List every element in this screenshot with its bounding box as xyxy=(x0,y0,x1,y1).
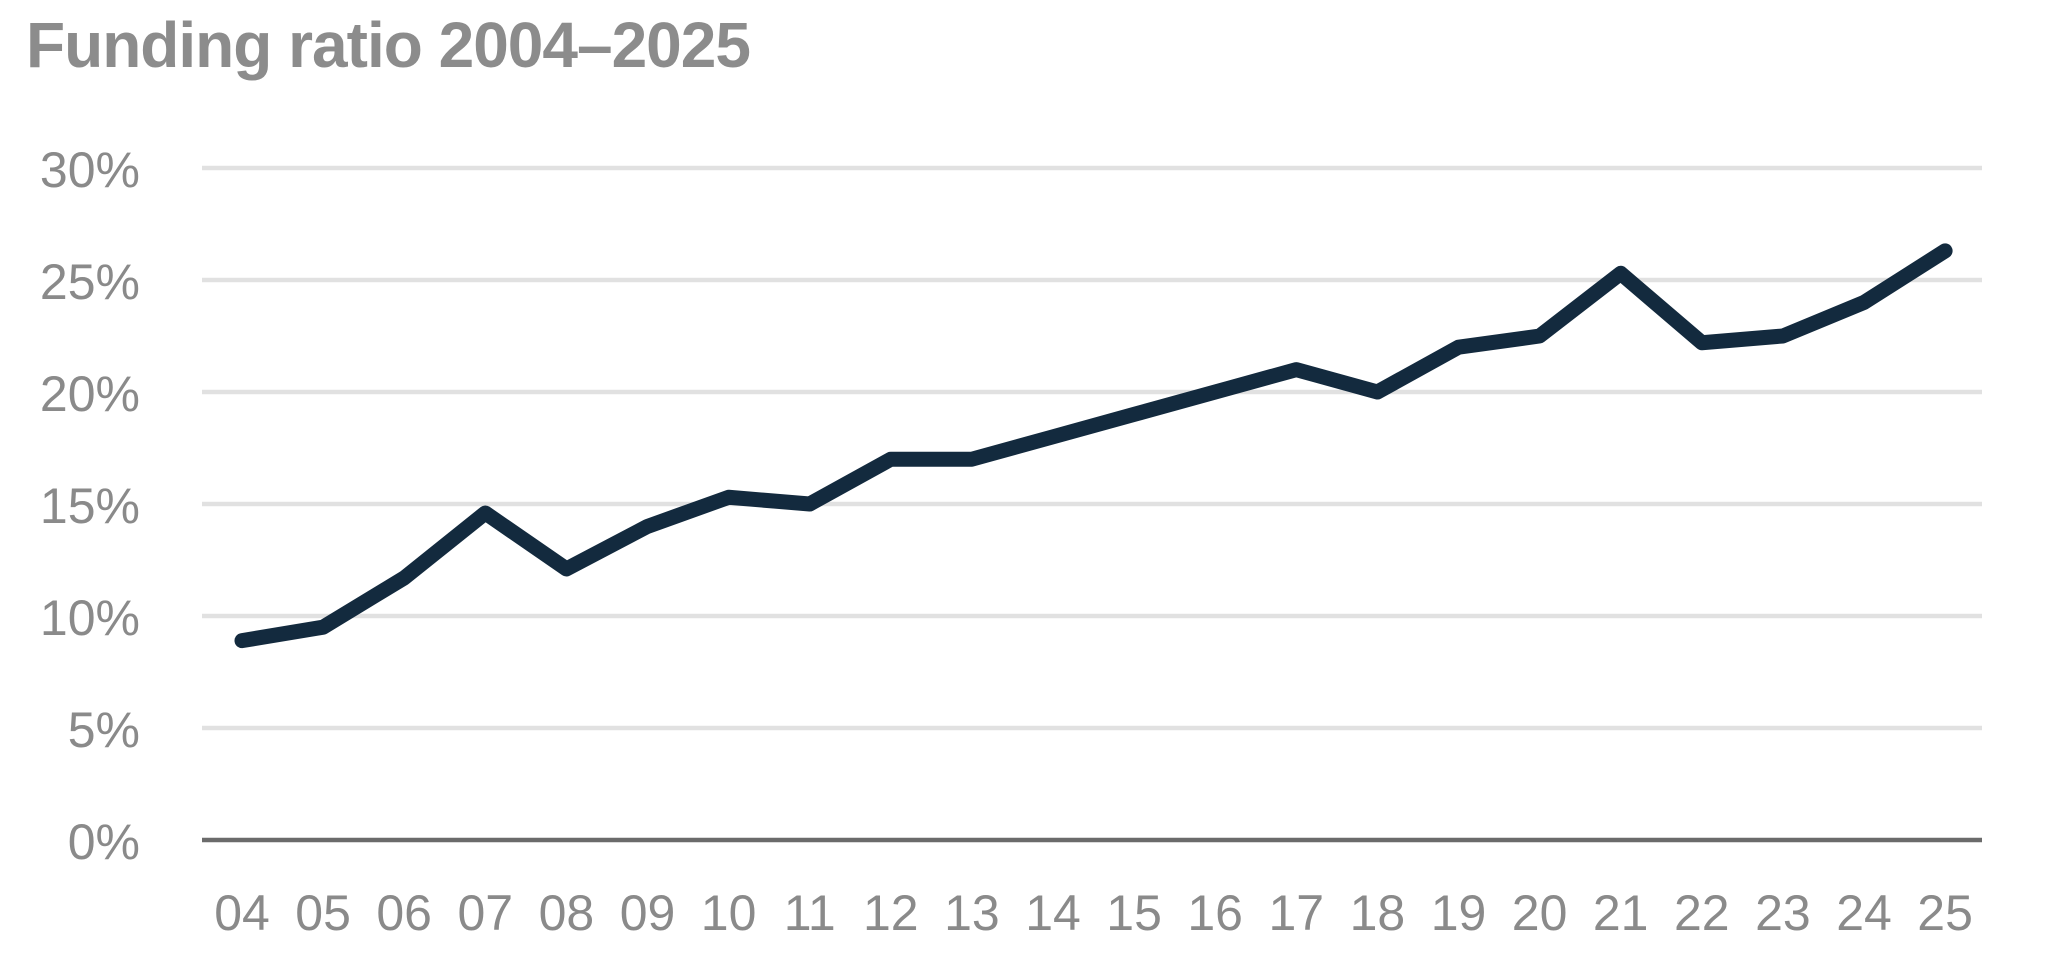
x-tick-label: 20 xyxy=(1512,885,1568,941)
x-tick-label: 04 xyxy=(214,885,270,941)
x-tick-label: 15 xyxy=(1106,885,1162,941)
funding-ratio-line xyxy=(234,243,1953,649)
x-tick-label: 07 xyxy=(457,885,513,941)
x-tick-label: 25 xyxy=(1917,885,1973,941)
x-tick-label: 11 xyxy=(784,885,836,941)
y-axis-labels: 0% 5% 10% 15% 20% 25% 30% xyxy=(40,142,140,870)
x-tick-label: 21 xyxy=(1593,885,1649,941)
x-tick-label: 16 xyxy=(1187,885,1243,941)
x-tick-label: 23 xyxy=(1755,885,1811,941)
x-tick-label: 13 xyxy=(944,885,1000,941)
gridlines xyxy=(202,165,1982,843)
y-tick-label: 15% xyxy=(40,478,140,534)
x-tick-label: 14 xyxy=(1025,885,1081,941)
x-tick-label: 06 xyxy=(376,885,432,941)
y-tick-label: 20% xyxy=(40,366,140,422)
series-lines xyxy=(234,243,1953,649)
chart-title: Funding ratio 2004–2025 xyxy=(26,9,751,81)
x-tick-label: 18 xyxy=(1350,885,1406,941)
x-tick-label: 10 xyxy=(701,885,757,941)
y-tick-label: 5% xyxy=(68,702,140,758)
x-tick-label: 19 xyxy=(1431,885,1487,941)
y-tick-label: 30% xyxy=(40,142,140,198)
x-tick-label: 24 xyxy=(1836,885,1892,941)
x-tick-label: 17 xyxy=(1268,885,1324,941)
x-tick-label: 05 xyxy=(295,885,351,941)
x-tick-label: 08 xyxy=(539,885,595,941)
y-tick-label: 10% xyxy=(40,590,140,646)
y-tick-label: 25% xyxy=(40,254,140,310)
x-tick-label: 12 xyxy=(863,885,919,941)
x-axis-labels: 04 05 06 07 08 09 10 11 12 13 14 15 16 17 18 19 20 21 22 23… xyxy=(214,885,1973,941)
x-tick-label: 22 xyxy=(1674,885,1730,941)
x-tick-label: 09 xyxy=(620,885,676,941)
y-tick-label: 0% xyxy=(68,814,140,870)
